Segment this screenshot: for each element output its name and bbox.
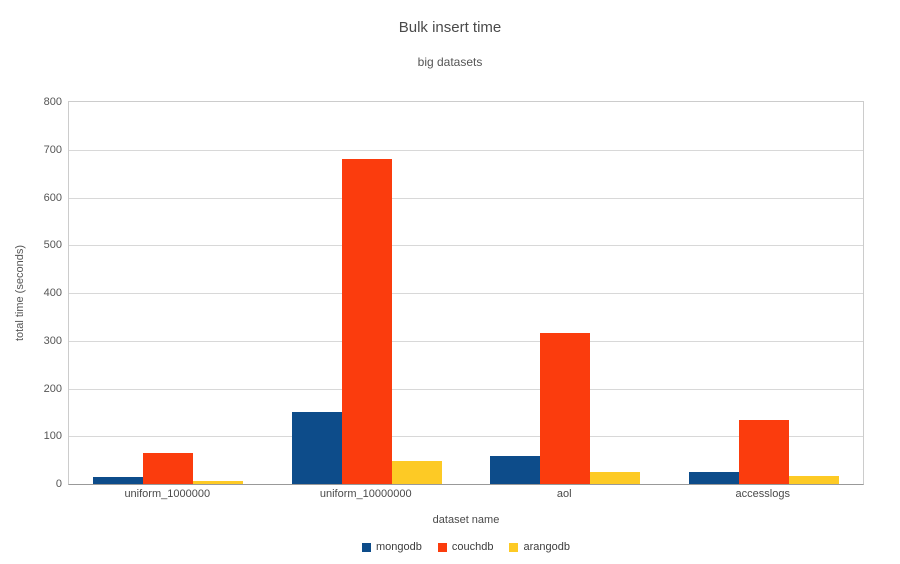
bar-arangodb-uniform_1000000 xyxy=(193,481,244,484)
legend-item-arangodb: arangodb xyxy=(509,541,570,553)
legend-label-couchdb: couchdb xyxy=(451,541,494,553)
legend-label-arangodb: arangodb xyxy=(523,541,570,553)
y-tick-label: 500 xyxy=(43,239,62,252)
bar-mongodb-uniform_1000000 xyxy=(93,476,144,484)
x-tick-label: accesslogs xyxy=(735,488,790,500)
y-tick-label: 400 xyxy=(43,287,62,299)
bar-arangodb-accesslogs xyxy=(788,475,839,484)
arangodb-legend-swatch xyxy=(509,542,519,552)
bar-couchdb-aol xyxy=(540,332,591,484)
bar-group-uniform_10000000 xyxy=(268,102,467,484)
gridline xyxy=(69,197,863,199)
gridline xyxy=(69,293,863,294)
legend-label-mongodb: mongodb xyxy=(376,541,422,553)
legend: mongodb couchdb arangodb xyxy=(68,541,864,553)
y-tick-label: 700 xyxy=(43,143,62,156)
y-tick-label: 100 xyxy=(43,430,62,443)
gridline xyxy=(69,340,863,342)
bar-group-uniform_1000000 xyxy=(69,102,268,484)
chart-title: Bulk insert time xyxy=(398,19,502,36)
x-tick-label: aol xyxy=(556,488,572,500)
y-tick-label: 300 xyxy=(43,334,62,347)
bar-mongodb-uniform_10000000 xyxy=(291,411,342,484)
bar-group-aol xyxy=(466,102,665,484)
bar-arangodb-aol xyxy=(590,472,641,484)
bar-couchdb-accesslogs xyxy=(738,420,789,484)
bar-couchdb-uniform_10000000 xyxy=(341,159,392,484)
y-tick-label: 200 xyxy=(43,382,62,395)
bar-couchdb-uniform_1000000 xyxy=(143,452,194,484)
x-tick-label: uniform_10000000 xyxy=(319,488,412,500)
legend-item-couchdb: couchdb xyxy=(437,541,494,553)
mongodb-legend-swatch xyxy=(362,542,372,552)
bar-group-accesslogs xyxy=(665,102,864,484)
gridline xyxy=(69,436,863,438)
couchdb-legend-swatch xyxy=(437,542,447,552)
x-axis-title: dataset name xyxy=(432,514,500,526)
gridline xyxy=(69,149,863,151)
x-tick-label: uniform_1000000 xyxy=(124,488,211,500)
y-tick-label: 0 xyxy=(55,478,62,490)
bar-mongodb-aol xyxy=(490,456,541,484)
legend-item-mongodb: mongodb xyxy=(362,541,422,553)
plot-area xyxy=(68,101,864,485)
y-tick-label: 600 xyxy=(43,191,62,204)
bar-arangodb-uniform_10000000 xyxy=(391,461,442,484)
bar-mongodb-accesslogs xyxy=(688,471,739,484)
chart-subtitle: big datasets xyxy=(417,55,483,69)
y-tick-label: 800 xyxy=(43,96,62,108)
gridline xyxy=(69,245,863,247)
gridline xyxy=(69,388,863,390)
